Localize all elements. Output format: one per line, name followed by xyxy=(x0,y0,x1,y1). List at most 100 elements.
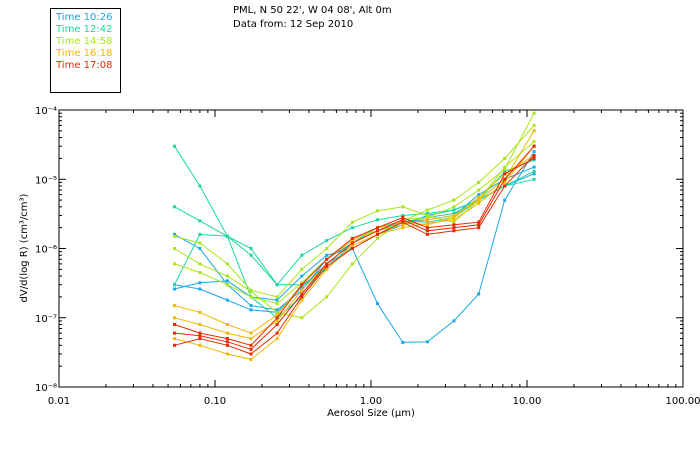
data-point xyxy=(425,208,429,212)
y-tick-label: 10⁻⁵ xyxy=(35,175,57,186)
data-point xyxy=(275,313,279,317)
series-line xyxy=(174,145,535,319)
legend-entry: Time 14:58 xyxy=(56,36,113,47)
data-point xyxy=(249,337,253,341)
header-data-from: Data from: 12 Sep 2010 xyxy=(233,19,354,30)
data-point xyxy=(532,129,536,133)
data-point xyxy=(452,319,456,323)
x-tick-label: 1.00 xyxy=(360,396,382,407)
tick-layer: 0.01 0.10 1.00 10.00 100.00 10⁻⁸ 10⁻⁷ 10⁻⁶ 10⁻⁵ 1… xyxy=(35,106,700,407)
data-point xyxy=(225,262,229,266)
data-point xyxy=(477,226,481,230)
data-point xyxy=(325,262,329,266)
data-point xyxy=(300,283,304,287)
series-4 xyxy=(173,158,536,287)
data-point xyxy=(275,298,279,302)
data-point xyxy=(401,216,405,219)
data-point xyxy=(225,279,229,283)
data-point xyxy=(173,287,176,291)
data-point xyxy=(452,216,456,219)
data-point xyxy=(401,205,405,209)
data-point xyxy=(376,218,379,222)
data-point xyxy=(198,271,202,274)
data-point xyxy=(249,343,253,347)
data-point xyxy=(249,347,253,351)
series-8 xyxy=(173,123,536,320)
data-point xyxy=(249,247,253,250)
data-point xyxy=(249,308,253,312)
data-point xyxy=(198,310,202,314)
data-point xyxy=(477,223,481,227)
data-point xyxy=(173,323,176,326)
data-point xyxy=(477,292,481,296)
data-point xyxy=(350,241,354,245)
data-point xyxy=(300,281,304,285)
data-point xyxy=(503,180,507,184)
data-point xyxy=(350,244,354,248)
data-point xyxy=(503,165,507,169)
data-point xyxy=(532,150,536,154)
data-point xyxy=(198,337,202,341)
data-point xyxy=(173,262,176,266)
data-point xyxy=(198,343,202,347)
data-point xyxy=(452,208,456,212)
series-layer xyxy=(173,111,536,361)
data-point xyxy=(350,239,354,243)
legend-entry: Time 10:26 xyxy=(56,12,113,23)
data-point xyxy=(173,283,176,287)
data-point xyxy=(452,229,456,233)
data-point xyxy=(477,201,481,205)
data-point xyxy=(477,180,481,184)
data-point xyxy=(225,352,229,356)
data-point xyxy=(275,295,279,299)
data-point xyxy=(452,218,456,222)
series-12 xyxy=(173,154,536,356)
data-point xyxy=(198,184,202,188)
data-point xyxy=(198,241,202,245)
data-point xyxy=(425,229,429,233)
data-point xyxy=(249,253,253,257)
y-tick-label: 10⁻⁷ xyxy=(35,314,57,325)
data-point xyxy=(325,239,329,243)
data-point xyxy=(532,140,536,144)
data-point xyxy=(300,316,304,320)
data-point xyxy=(300,267,304,271)
data-point xyxy=(350,236,354,240)
data-point xyxy=(503,156,507,160)
data-point xyxy=(503,184,507,188)
data-point xyxy=(300,298,304,302)
data-point xyxy=(425,214,429,217)
data-point xyxy=(198,331,202,335)
data-point xyxy=(249,331,253,335)
y-tick-label: 10⁻⁸ xyxy=(35,383,57,394)
data-point xyxy=(275,331,279,335)
data-point xyxy=(173,331,176,335)
data-point xyxy=(376,226,379,230)
data-point xyxy=(275,337,279,341)
data-point xyxy=(325,257,329,261)
data-point xyxy=(477,220,481,224)
data-point xyxy=(350,262,354,266)
data-point xyxy=(249,352,253,356)
data-point xyxy=(477,198,481,202)
data-point xyxy=(275,319,279,323)
data-point xyxy=(425,226,429,230)
data-point xyxy=(532,156,536,160)
data-point xyxy=(503,198,507,202)
data-point xyxy=(376,229,379,233)
data-point xyxy=(425,232,429,236)
data-point xyxy=(376,302,379,306)
data-point xyxy=(503,169,507,173)
data-point xyxy=(425,212,429,215)
data-point xyxy=(300,295,304,299)
data-point xyxy=(249,304,253,308)
plot-frame xyxy=(58,109,684,388)
data-point xyxy=(376,232,379,236)
data-point xyxy=(300,292,304,296)
data-point xyxy=(376,209,379,213)
data-point xyxy=(452,198,456,202)
data-point xyxy=(503,167,507,171)
series-9 xyxy=(173,129,536,341)
data-point xyxy=(401,223,405,227)
data-point xyxy=(401,214,405,217)
